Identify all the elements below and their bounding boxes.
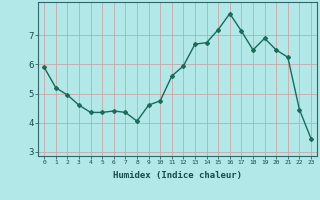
X-axis label: Humidex (Indice chaleur): Humidex (Indice chaleur)	[113, 171, 242, 180]
